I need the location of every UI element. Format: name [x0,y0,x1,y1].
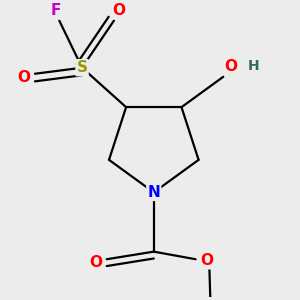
Text: O: O [112,3,125,18]
Text: O: O [224,59,237,74]
Text: O: O [17,70,30,85]
Text: N: N [147,185,160,200]
Text: H: H [248,59,260,73]
Text: F: F [51,3,62,18]
Text: S: S [76,60,88,75]
Text: O: O [200,253,214,268]
Text: O: O [89,255,102,270]
